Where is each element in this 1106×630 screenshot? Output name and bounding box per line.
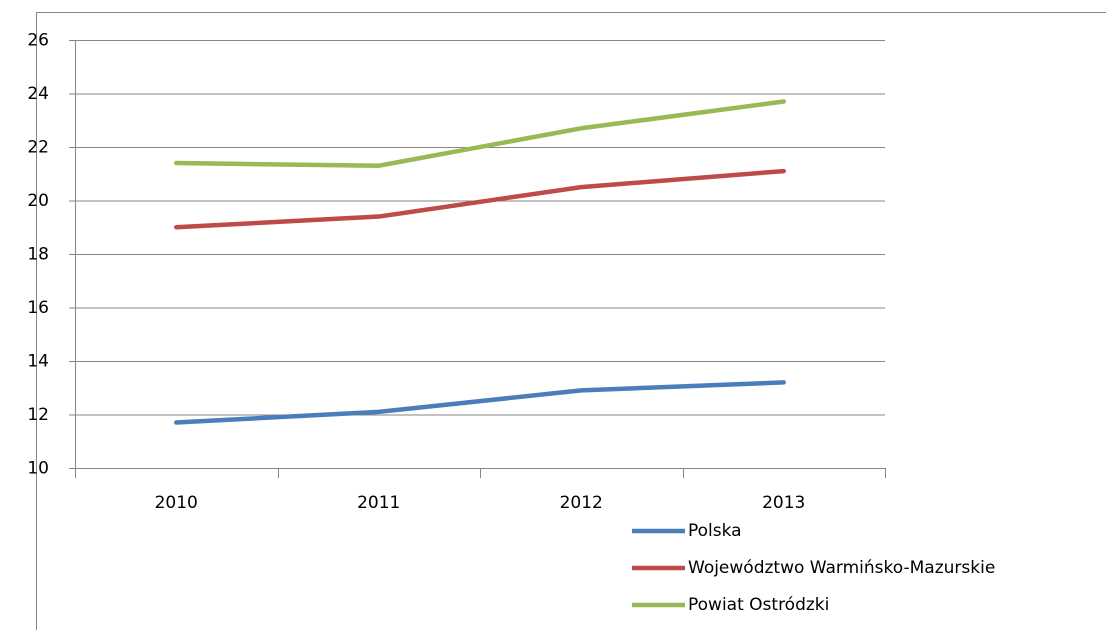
- legend-label: Województwo Warmińsko-Mazurskie: [688, 558, 995, 578]
- y-tick-label: 22: [27, 138, 49, 158]
- y-tick-label: 16: [27, 298, 49, 318]
- y-tick-label: 12: [27, 405, 49, 425]
- x-tick-label: 2010: [155, 493, 198, 513]
- x-tick-label: 2012: [560, 493, 603, 513]
- y-tick-label: 26: [27, 31, 49, 51]
- legend-label: Polska: [688, 521, 742, 541]
- y-tick-label: 20: [27, 191, 49, 211]
- y-tick-label: 18: [27, 245, 49, 265]
- chart-frame: [36, 12, 1106, 630]
- series-line: [174, 380, 786, 425]
- y-tick-label: 14: [27, 352, 49, 372]
- x-tick-label: 2011: [357, 493, 400, 513]
- y-tick-label: 24: [27, 84, 49, 104]
- series-line: [174, 99, 786, 168]
- series-line: [174, 168, 786, 230]
- x-tick-label: 2013: [762, 493, 805, 513]
- y-tick-label: 10: [27, 459, 49, 479]
- legend-label: Powiat Ostródzki: [688, 595, 829, 615]
